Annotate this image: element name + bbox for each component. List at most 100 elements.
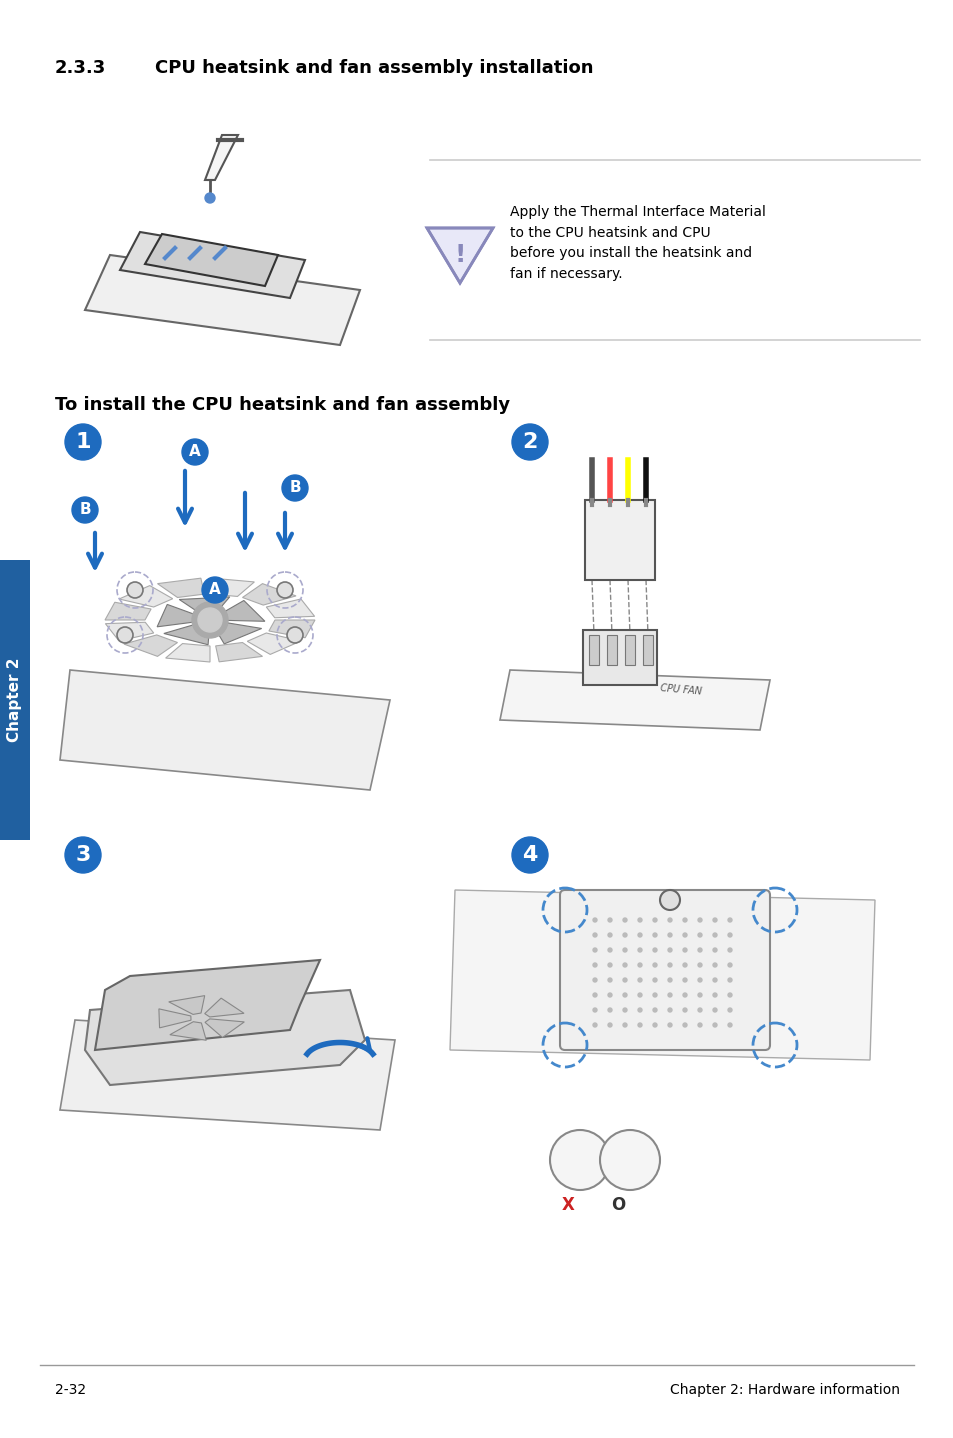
- Circle shape: [667, 933, 671, 938]
- Circle shape: [593, 1022, 597, 1027]
- FancyBboxPatch shape: [582, 630, 657, 684]
- Circle shape: [607, 917, 612, 922]
- Circle shape: [202, 577, 228, 603]
- Polygon shape: [105, 623, 153, 641]
- Circle shape: [117, 627, 132, 643]
- Circle shape: [550, 1130, 609, 1191]
- Polygon shape: [205, 1020, 244, 1037]
- Circle shape: [727, 948, 731, 952]
- Circle shape: [712, 917, 717, 922]
- Circle shape: [607, 1008, 612, 1012]
- Circle shape: [682, 917, 686, 922]
- Text: Chapter 2: Chapter 2: [7, 657, 22, 742]
- FancyBboxPatch shape: [606, 636, 617, 664]
- Circle shape: [622, 978, 626, 982]
- Circle shape: [607, 1022, 612, 1027]
- Circle shape: [182, 439, 208, 464]
- Circle shape: [607, 963, 612, 966]
- Circle shape: [512, 837, 547, 873]
- Circle shape: [652, 917, 657, 922]
- Circle shape: [727, 1008, 731, 1012]
- Circle shape: [607, 978, 612, 982]
- Circle shape: [667, 948, 671, 952]
- Circle shape: [698, 1022, 701, 1027]
- Polygon shape: [85, 989, 365, 1086]
- Circle shape: [682, 994, 686, 997]
- Text: A: A: [189, 444, 201, 460]
- Text: 4: 4: [521, 846, 537, 866]
- Circle shape: [698, 978, 701, 982]
- Circle shape: [682, 963, 686, 966]
- Circle shape: [652, 1008, 657, 1012]
- Circle shape: [638, 978, 641, 982]
- Circle shape: [205, 193, 214, 203]
- FancyBboxPatch shape: [642, 636, 652, 664]
- Circle shape: [622, 963, 626, 966]
- FancyBboxPatch shape: [624, 636, 635, 664]
- Circle shape: [712, 1022, 717, 1027]
- Circle shape: [127, 582, 143, 598]
- Circle shape: [622, 1022, 626, 1027]
- Circle shape: [682, 933, 686, 938]
- Circle shape: [593, 933, 597, 938]
- Circle shape: [65, 837, 101, 873]
- Circle shape: [698, 963, 701, 966]
- Circle shape: [652, 1022, 657, 1027]
- Circle shape: [607, 948, 612, 952]
- Circle shape: [712, 1008, 717, 1012]
- Polygon shape: [120, 232, 305, 298]
- Circle shape: [599, 1130, 659, 1191]
- Circle shape: [652, 933, 657, 938]
- Circle shape: [65, 424, 101, 460]
- Text: A: A: [209, 582, 221, 598]
- Circle shape: [727, 963, 731, 966]
- Circle shape: [282, 475, 308, 500]
- Polygon shape: [166, 644, 210, 661]
- FancyBboxPatch shape: [559, 890, 769, 1050]
- Circle shape: [287, 627, 303, 643]
- Circle shape: [638, 948, 641, 952]
- Polygon shape: [145, 234, 277, 286]
- Polygon shape: [213, 623, 261, 644]
- Polygon shape: [124, 636, 177, 656]
- Circle shape: [622, 917, 626, 922]
- Circle shape: [652, 994, 657, 997]
- Text: To install the CPU heatsink and fan assembly: To install the CPU heatsink and fan asse…: [55, 395, 510, 414]
- Circle shape: [638, 933, 641, 938]
- Circle shape: [512, 424, 547, 460]
- Text: B: B: [289, 480, 300, 496]
- Polygon shape: [427, 229, 493, 283]
- Circle shape: [638, 1022, 641, 1027]
- Circle shape: [698, 994, 701, 997]
- Circle shape: [727, 917, 731, 922]
- Circle shape: [712, 994, 717, 997]
- Text: Chapter 2: Hardware information: Chapter 2: Hardware information: [669, 1383, 899, 1396]
- Polygon shape: [85, 255, 359, 345]
- Polygon shape: [170, 1022, 206, 1040]
- Circle shape: [71, 498, 98, 523]
- Polygon shape: [157, 604, 198, 627]
- Circle shape: [638, 917, 641, 922]
- Polygon shape: [242, 584, 295, 605]
- Circle shape: [192, 603, 228, 638]
- Text: 2.3.3: 2.3.3: [55, 59, 106, 78]
- Circle shape: [607, 933, 612, 938]
- Circle shape: [667, 963, 671, 966]
- Polygon shape: [105, 603, 151, 620]
- Circle shape: [638, 994, 641, 997]
- Circle shape: [593, 917, 597, 922]
- Circle shape: [622, 948, 626, 952]
- Circle shape: [712, 933, 717, 938]
- Circle shape: [682, 1022, 686, 1027]
- Text: X: X: [561, 1196, 574, 1214]
- Polygon shape: [169, 995, 205, 1014]
- Circle shape: [659, 890, 679, 910]
- Circle shape: [667, 1008, 671, 1012]
- Circle shape: [727, 1022, 731, 1027]
- Polygon shape: [119, 585, 172, 607]
- Polygon shape: [60, 670, 390, 789]
- Circle shape: [682, 1008, 686, 1012]
- FancyBboxPatch shape: [588, 636, 598, 664]
- Text: 3: 3: [75, 846, 91, 866]
- FancyBboxPatch shape: [0, 559, 30, 840]
